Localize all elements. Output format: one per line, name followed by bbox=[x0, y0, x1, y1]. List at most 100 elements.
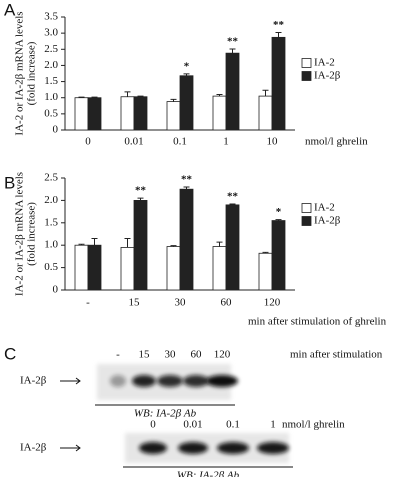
y-axis-label: IA-2 or IA-2β mRNA levels bbox=[14, 11, 26, 135]
lane-label: 0.1 bbox=[226, 419, 240, 431]
bar bbox=[74, 97, 89, 131]
significance-label: ** bbox=[181, 173, 193, 185]
x-tick-label: 0.01 bbox=[124, 136, 143, 148]
bar bbox=[87, 97, 102, 131]
panel-letter: B bbox=[4, 173, 15, 192]
lane-label: - bbox=[116, 349, 120, 361]
significance-label: * bbox=[276, 206, 282, 218]
x-tick-label: 30 bbox=[175, 297, 187, 309]
bar bbox=[258, 252, 273, 291]
bar bbox=[212, 246, 227, 291]
band-label: IA-2β bbox=[20, 442, 47, 454]
legend-swatch bbox=[301, 58, 312, 68]
blot-band bbox=[206, 375, 238, 387]
legend-swatch bbox=[301, 71, 312, 81]
y-tick-label: 1.5 bbox=[44, 216, 58, 228]
x-tick-label: - bbox=[86, 297, 90, 309]
blot-band bbox=[110, 375, 126, 387]
bar bbox=[120, 96, 135, 131]
y-tick-label: 1.0 bbox=[44, 91, 58, 103]
lane-caption: min after stimulation bbox=[290, 349, 383, 361]
lane-label: 120 bbox=[214, 349, 231, 361]
error-bar bbox=[229, 203, 236, 205]
y-tick-label: 0.5 bbox=[44, 107, 58, 119]
significance-label: * bbox=[184, 60, 190, 72]
error-bar bbox=[124, 237, 131, 248]
lane-label: 1 bbox=[270, 419, 276, 431]
legend-label: IA-2 bbox=[314, 57, 335, 69]
y-tick-label: 1.0 bbox=[44, 239, 58, 251]
error-bar bbox=[137, 95, 144, 97]
error-bar bbox=[275, 31, 282, 38]
bar bbox=[258, 95, 273, 131]
lane-label: 30 bbox=[165, 349, 177, 361]
y-tick-label: 0 bbox=[53, 124, 59, 136]
y-tick-label: 1.5 bbox=[44, 75, 58, 87]
bar bbox=[87, 244, 102, 291]
bar bbox=[179, 75, 194, 131]
lane-caption: nmol/l ghrelin bbox=[282, 419, 345, 431]
blot-band bbox=[157, 375, 183, 387]
error-bar bbox=[137, 197, 144, 201]
blot-band bbox=[217, 442, 249, 454]
bar bbox=[133, 199, 148, 291]
error-bar bbox=[91, 237, 98, 246]
y-tick-label: 2.5 bbox=[44, 43, 58, 55]
lane-label: 0.01 bbox=[183, 419, 202, 431]
bar bbox=[166, 246, 181, 291]
significance-label: ** bbox=[135, 185, 147, 197]
bar bbox=[120, 247, 135, 291]
bar bbox=[166, 101, 181, 131]
blot-band bbox=[183, 375, 209, 387]
error-bar bbox=[78, 243, 85, 246]
error-bar bbox=[262, 89, 269, 97]
bar bbox=[225, 204, 240, 291]
band-label: IA-2β bbox=[20, 375, 47, 387]
error-bar bbox=[91, 96, 98, 98]
x-axis-label: nmol/l ghrelin bbox=[305, 136, 368, 148]
error-bar bbox=[124, 91, 131, 97]
x-axis-label: min after stimulation of ghrelin bbox=[248, 316, 387, 328]
y-tick-label: 2.0 bbox=[44, 194, 58, 206]
y-tick-label: 2.0 bbox=[44, 59, 58, 71]
bar bbox=[133, 96, 148, 131]
blot-band bbox=[132, 375, 156, 387]
legend-swatch bbox=[301, 216, 312, 226]
y-axis-label: (fold increase) bbox=[26, 41, 38, 105]
bar bbox=[74, 244, 89, 291]
blot-band bbox=[178, 442, 208, 454]
blot-caption: WB: IA-2β Ab bbox=[177, 470, 240, 477]
error-bar bbox=[275, 219, 282, 221]
error-bar bbox=[229, 48, 236, 54]
y-tick-label: 0.5 bbox=[44, 261, 58, 273]
panel-letter: A bbox=[4, 0, 16, 19]
band-arrow bbox=[60, 444, 81, 452]
error-bar bbox=[183, 186, 190, 190]
y-axis-label: IA-2 or IA-2β mRNA levels bbox=[14, 172, 26, 296]
legend-label: IA-2β bbox=[314, 70, 341, 82]
blot-band bbox=[139, 442, 167, 454]
y-tick-label: 3.5 bbox=[44, 11, 58, 23]
error-bar bbox=[170, 98, 177, 102]
significance-label: ** bbox=[273, 19, 285, 31]
y-axis-label: (fold increase) bbox=[26, 202, 38, 266]
x-tick-label: 60 bbox=[221, 297, 233, 309]
legend-label: IA-2β bbox=[314, 215, 341, 227]
bar bbox=[225, 52, 240, 131]
lane-label: 0 bbox=[150, 419, 156, 431]
error-bar bbox=[78, 96, 85, 98]
x-tick-label: 15 bbox=[129, 297, 141, 309]
error-bar bbox=[183, 73, 190, 76]
x-tick-label: 10 bbox=[267, 136, 279, 148]
blot-caption: WB: IA-2β Ab bbox=[134, 408, 197, 420]
x-tick-label: 0.1 bbox=[173, 136, 187, 148]
bar bbox=[212, 95, 227, 131]
significance-label: ** bbox=[227, 191, 239, 203]
panel-letter: C bbox=[4, 344, 16, 363]
x-tick-label: 1 bbox=[223, 136, 229, 148]
bar bbox=[179, 188, 194, 291]
y-tick-label: 2.5 bbox=[44, 172, 58, 184]
bar bbox=[271, 220, 286, 291]
legend-swatch bbox=[301, 203, 312, 213]
